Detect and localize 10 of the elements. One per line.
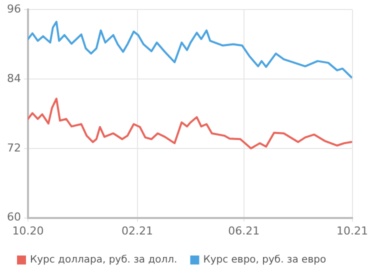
y-tick-label: 60: [6, 210, 21, 224]
legend-label: Курс евро, руб. за евро: [203, 254, 326, 266]
x-tick-label: 06.21: [228, 224, 260, 238]
x-tick-label: 02.21: [122, 224, 154, 238]
y-tick-label: 84: [6, 72, 21, 85]
x-tick-label: 10.21: [336, 224, 368, 238]
y-tick-label: 96: [6, 2, 21, 16]
x-tick-label: 10.20: [12, 224, 44, 238]
legend-label: Курс доллара, руб. за долл.: [30, 254, 178, 266]
y-tick-label: 72: [6, 141, 21, 154]
